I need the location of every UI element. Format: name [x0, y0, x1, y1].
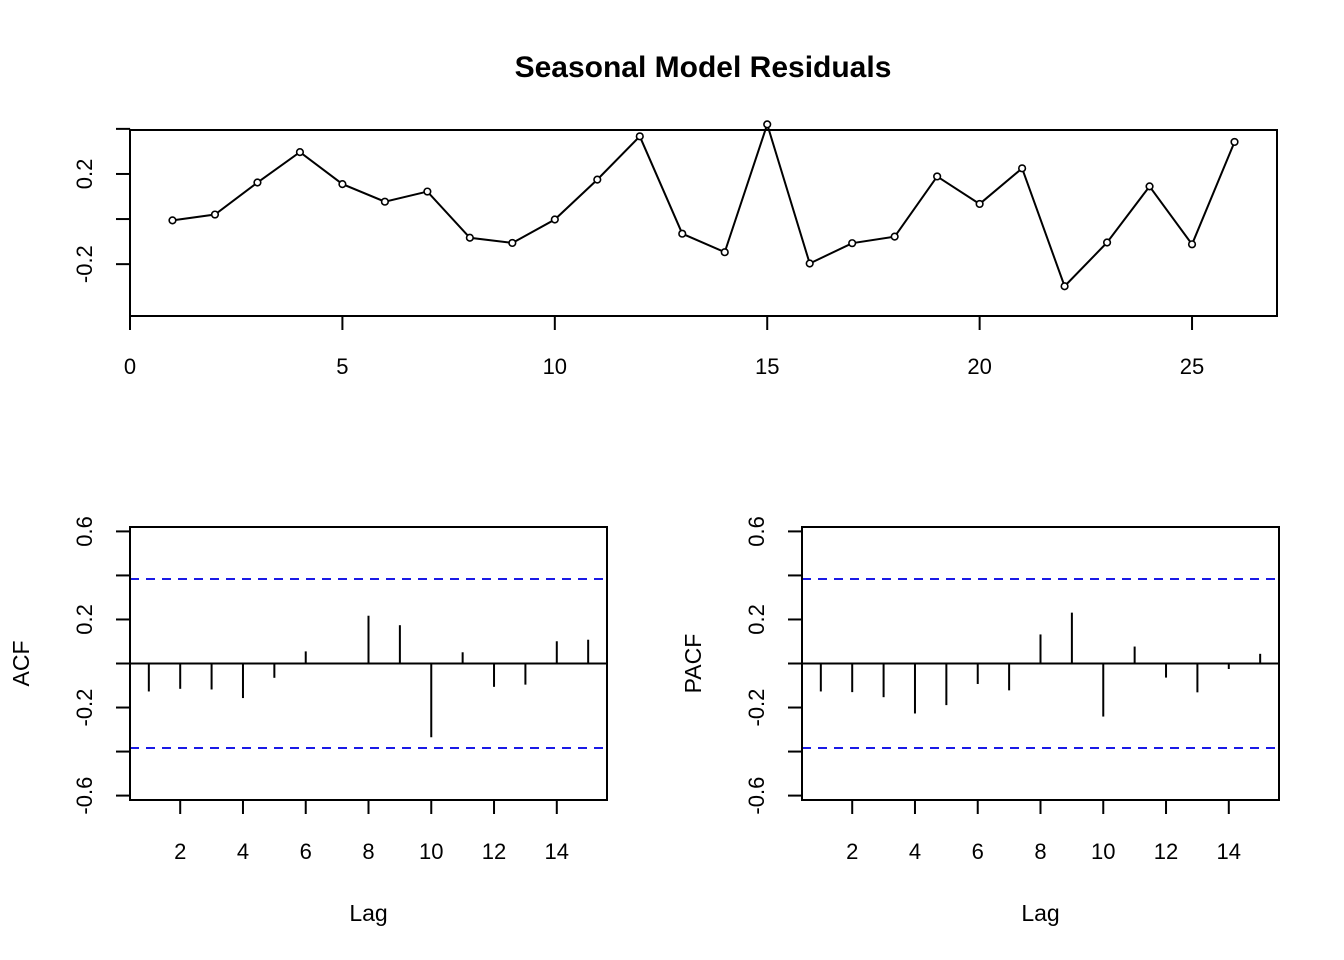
x-tick-label: 12: [1154, 839, 1178, 864]
residuals-time-series-panel: 0 5 10 15 20 25 -0.2 0.2: [72, 120, 1278, 379]
residual-point: [295, 147, 305, 157]
residual-point: [593, 175, 602, 184]
residual-point: [1060, 282, 1069, 291]
x-tick-label: 12: [482, 839, 506, 864]
x-tick-label: 10: [543, 354, 567, 379]
residual-point: [720, 248, 729, 257]
residual-point: [805, 259, 814, 268]
x-tick-label: 14: [1217, 839, 1241, 864]
residual-point: [635, 132, 644, 141]
residual-point: [550, 215, 559, 224]
residual-point: [210, 210, 220, 219]
y-tick-label: -0.2: [72, 245, 97, 283]
acf-panel: 2 4 6 8 10 12 14 -0.6 -0.2 0.2 0.6 Lag ACF: [8, 516, 608, 926]
x-tick-label: 2: [174, 839, 186, 864]
y-tick-label: 0.2: [744, 604, 769, 635]
residual-point: [848, 239, 857, 248]
residual-point: [763, 120, 772, 129]
y-tick-label: -0.2: [72, 689, 97, 727]
x-tick-label: 0: [124, 354, 136, 379]
y-axis-label: PACF: [680, 634, 706, 694]
y-tick-label: 0.6: [744, 516, 769, 547]
x-axis-label: Lag: [349, 900, 387, 926]
residual-point: [168, 216, 177, 225]
x-tick-label: 8: [362, 839, 374, 864]
residual-point: [1018, 164, 1027, 173]
residual-point: [890, 232, 899, 241]
y-tick-label: -0.6: [744, 777, 769, 815]
x-tick-label: 6: [972, 839, 984, 864]
residual-point: [465, 233, 474, 242]
residual-point: [380, 197, 389, 206]
x-tick-label: 6: [300, 839, 312, 864]
x-axis-label: Lag: [1021, 900, 1059, 926]
x-tick-label: 4: [909, 839, 921, 864]
residual-point: [1230, 137, 1239, 147]
y-tick-label: -0.2: [744, 689, 769, 727]
plot-frame: [129, 129, 1278, 317]
x-tick-label: 20: [967, 354, 991, 379]
x-tick-label: 10: [419, 839, 443, 864]
residual-point: [253, 178, 262, 187]
residual-point: [1187, 240, 1197, 249]
x-tick-label: 5: [336, 354, 348, 379]
residual-point: [1145, 182, 1154, 191]
residual-point: [933, 172, 942, 181]
residual-point: [678, 229, 687, 238]
x-tick-label: 10: [1091, 839, 1115, 864]
x-tick-label: 25: [1180, 354, 1204, 379]
residual-point: [338, 180, 347, 189]
y-axis-label: ACF: [8, 641, 34, 687]
residual-point: [423, 187, 432, 196]
y-tick-label: -0.6: [72, 777, 97, 815]
residual-point: [1102, 238, 1112, 247]
y-tick-label: 0.2: [72, 159, 97, 190]
residual-series-line: [172, 121, 1236, 289]
residual-point: [975, 199, 984, 209]
x-tick-label: 8: [1034, 839, 1046, 864]
residual-point: [508, 238, 517, 248]
y-tick-label: 0.6: [72, 516, 97, 547]
figure-title: Seasonal Model Residuals: [515, 51, 892, 84]
x-tick-label: 4: [237, 839, 249, 864]
x-tick-label: 2: [846, 839, 858, 864]
pacf-panel: 2 4 6 8 10 12 14 -0.6 -0.2 0.2 0.6 Lag PACF: [680, 516, 1280, 926]
x-tick-label: 15: [755, 354, 779, 379]
y-tick-label: 0.2: [72, 604, 97, 635]
x-tick-label: 14: [545, 839, 569, 864]
